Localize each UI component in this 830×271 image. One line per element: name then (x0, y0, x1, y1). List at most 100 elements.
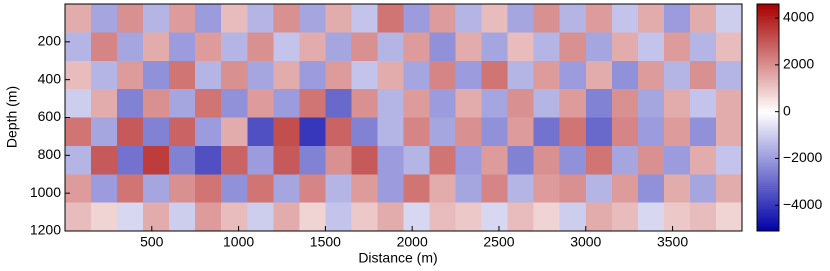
heatmap-cell (533, 32, 561, 62)
colorbar-step (757, 212, 779, 215)
colorbar-step (757, 32, 779, 35)
heatmap-cell (403, 32, 431, 62)
heatmap-cell (403, 117, 431, 147)
heatmap-cell (481, 145, 509, 175)
heatmap-cell (559, 145, 587, 175)
colorbar-step (757, 77, 779, 81)
heatmap-cell (637, 145, 665, 175)
heatmap-cell (273, 117, 300, 147)
heatmap-cell (65, 32, 92, 62)
heatmap-cell (377, 202, 404, 232)
colorbar-step (757, 142, 779, 145)
heatmap-cell (585, 145, 613, 175)
heatmap-cell (611, 60, 639, 90)
heatmap-cell (143, 145, 170, 175)
heatmap-cell (507, 145, 535, 175)
heatmap-cell (611, 202, 639, 232)
heatmap-cell (533, 117, 561, 147)
colorbar-step (757, 15, 779, 18)
heatmap-cell (247, 117, 274, 147)
colorbar-step (757, 151, 779, 154)
heatmap-cell (299, 117, 326, 147)
heatmap-cell (299, 32, 326, 62)
heatmap-cell (169, 4, 196, 33)
colorbar-step (757, 193, 779, 196)
colorbar-step (757, 41, 779, 45)
heatmap-cell (195, 89, 222, 118)
heatmap-cell (507, 32, 535, 62)
heatmap-cell (91, 60, 118, 90)
heatmap-cell (247, 32, 274, 62)
heatmap-cell (429, 32, 457, 62)
heatmap-cell (507, 174, 535, 204)
x-tick-label: 1500 (310, 234, 341, 250)
heatmap-cell (325, 32, 352, 62)
colorbar-step (757, 83, 779, 86)
heatmap-cell (299, 89, 326, 118)
heatmap-cell (429, 202, 457, 232)
colorbar-step (757, 170, 779, 173)
colorbar-step (757, 70, 779, 73)
colorbar-step (757, 200, 779, 204)
heatmap-cell (91, 32, 118, 62)
heatmap-cell (715, 60, 743, 90)
x-axis-label: Distance (m) (358, 250, 437, 266)
y-axis-label: Depth (m) (4, 86, 20, 148)
colorbar-step (757, 47, 779, 50)
colorbar-step (757, 206, 779, 209)
heatmap-cell (689, 89, 717, 118)
heatmap-cell (507, 89, 535, 118)
heatmap-cell (377, 4, 404, 33)
heatmap-cell (247, 60, 274, 90)
heatmap-cell (637, 202, 665, 232)
heatmap-cell (117, 4, 144, 33)
colorbar-step (757, 109, 779, 113)
heatmap-cell (351, 89, 378, 118)
colorbar-step (757, 162, 779, 166)
heatmap-cell (273, 89, 300, 118)
colorbar-step (757, 164, 779, 168)
colorbar-step (757, 62, 779, 66)
heatmap-cell (455, 60, 483, 90)
heatmap-cell (429, 89, 457, 118)
heatmap-cell (325, 174, 352, 204)
colorbar-step (757, 208, 779, 211)
colorbar-step (757, 87, 779, 90)
heatmap-cell (637, 32, 665, 62)
heatmap-cell (169, 32, 196, 62)
heatmap-cell (195, 60, 222, 90)
colorbar-step (757, 85, 779, 88)
heatmap-cell (299, 174, 326, 204)
heatmap-cell (559, 60, 587, 90)
heatmap-cell (273, 174, 300, 204)
heatmap-cell (325, 117, 352, 147)
heatmap-cell (715, 145, 743, 175)
colorbar-step (757, 60, 779, 64)
heatmap-cell (663, 60, 691, 90)
heatmap-cell (715, 4, 743, 33)
colorbar-step (757, 213, 779, 217)
colorbar-step (757, 159, 779, 162)
heatmap-cell (481, 4, 509, 33)
colorbar-step (757, 96, 779, 100)
heatmap-cell (377, 145, 404, 175)
heatmap-cell (221, 174, 248, 204)
heatmap-cell (429, 117, 457, 147)
heatmap-cell (455, 202, 483, 232)
colorbar-step (757, 51, 779, 54)
heatmap-cell (169, 145, 196, 175)
heatmap-cell (325, 4, 352, 33)
heatmap-cell (65, 117, 92, 147)
heatmap-cell (351, 117, 378, 147)
colorbar-step (757, 123, 779, 126)
colorbar-step (757, 28, 779, 31)
heatmap-cell (117, 117, 144, 147)
heatmap-cell (663, 145, 691, 175)
colorbar-step (757, 43, 779, 47)
colorbar-step (757, 102, 779, 105)
heatmap-cell (351, 202, 378, 232)
colorbar-step (757, 68, 779, 71)
colorbar-step (757, 56, 779, 60)
